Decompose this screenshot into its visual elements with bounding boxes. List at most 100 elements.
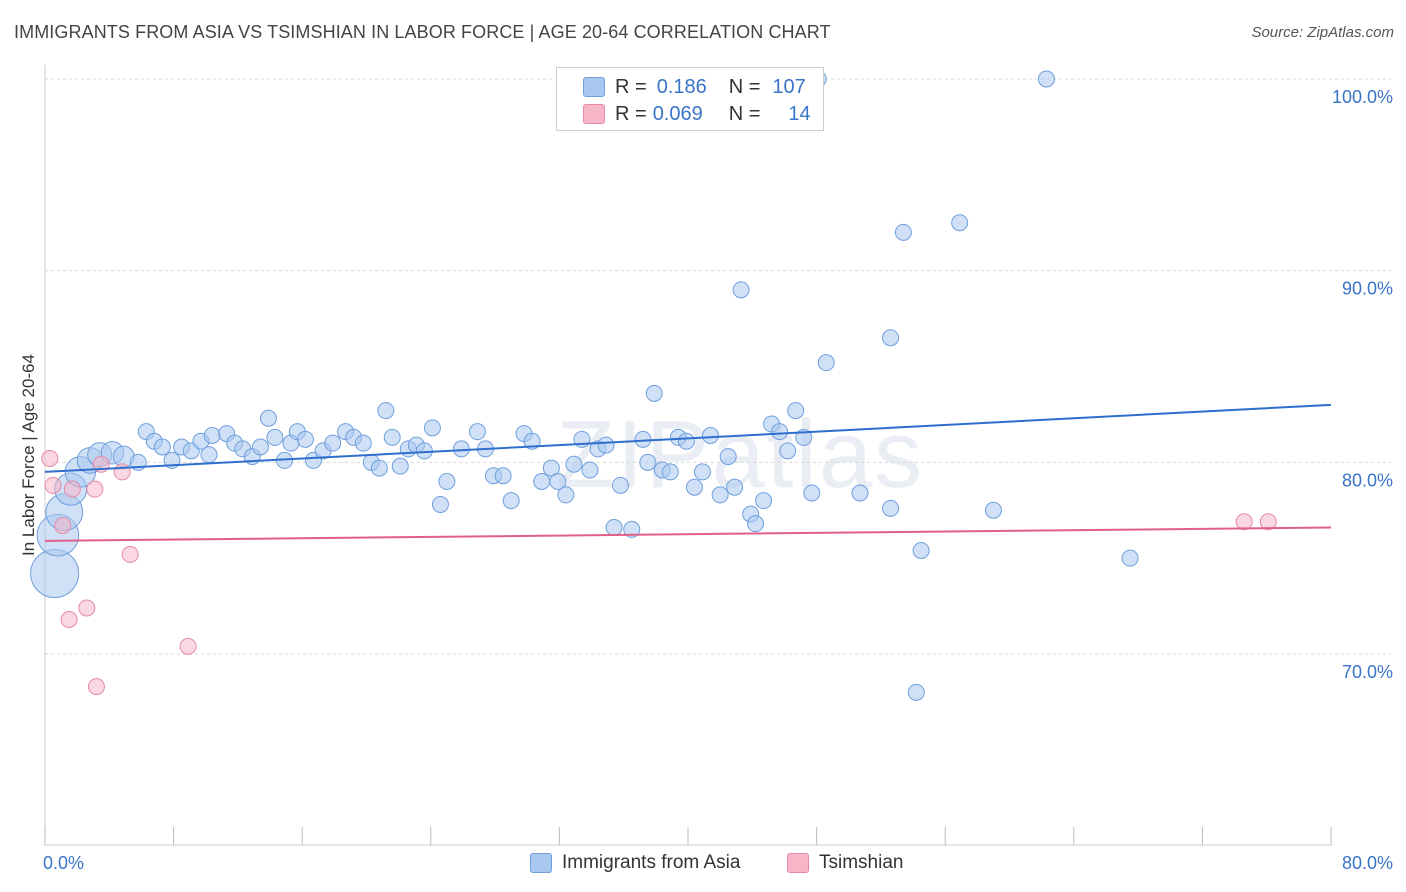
point-asia (912, 542, 930, 559)
point-asia (787, 402, 805, 420)
point-tsimshian (113, 463, 131, 481)
point-tsimshian (86, 480, 104, 498)
legend: R = 0.186 N = 107 R = 0.069 N = 14 (556, 67, 824, 131)
point-asia (200, 446, 218, 464)
point-asia (685, 478, 703, 496)
point-asia (370, 459, 388, 477)
point-asia (266, 428, 284, 446)
y-tick-label: 100.0% (1332, 87, 1393, 107)
point-asia (354, 434, 372, 452)
trend-line-tsimshian (44, 526, 1332, 542)
point-asia (549, 473, 567, 490)
legend-swatch-asia (583, 77, 605, 97)
point-asia (661, 463, 679, 481)
x-tick-label: 80.0% (1342, 853, 1393, 873)
point-asia (639, 453, 657, 471)
bottom-legend-asia: Immigrants from Asia (530, 852, 740, 874)
point-asia (203, 427, 221, 444)
point-asia (755, 492, 773, 510)
y-tick-label: 90.0% (1342, 279, 1393, 299)
point-asia (711, 486, 729, 504)
point-tsimshian (41, 450, 59, 467)
bottom-legend-swatch-asia (530, 853, 552, 873)
point-asia (747, 515, 765, 533)
legend-n-label: N = (728, 75, 761, 98)
point-asia (533, 473, 551, 490)
point-tsimshian (63, 480, 81, 498)
x-tick-label: 0.0% (43, 853, 84, 873)
bottom-legend-label-asia: Immigrants from Asia (562, 852, 741, 873)
legend-row-tsimshian: R = 0.069 N = 14 (583, 101, 811, 127)
y-axis-label: In Labor Force | Age 20-64 (19, 354, 38, 556)
point-asia (581, 461, 599, 479)
point-asia (882, 499, 900, 517)
point-asia (623, 520, 641, 538)
point-asia (771, 423, 789, 441)
point-asia (468, 423, 486, 441)
point-asia (1121, 549, 1139, 567)
point-asia (251, 438, 269, 456)
bottom-legend: Immigrants from Asia Tsimshian (0, 850, 1406, 878)
point-tsimshian (1235, 513, 1253, 531)
point-tsimshian (78, 599, 96, 617)
point-asia (851, 484, 869, 502)
legend-n-value: 14 (788, 102, 811, 125)
point-asia (803, 484, 821, 502)
bottom-legend-label-tsimshian: Tsimshian (819, 852, 904, 873)
point-asia (645, 384, 663, 402)
y-tick-label: 80.0% (1342, 470, 1393, 490)
point-asia (259, 409, 277, 427)
point-tsimshian (87, 678, 105, 696)
point-asia (565, 455, 583, 473)
watermark-zip: ZIP (556, 401, 712, 508)
point-tsimshian (179, 637, 197, 655)
point-asia (951, 214, 969, 232)
point-asia (30, 549, 80, 598)
point-tsimshian (54, 517, 72, 535)
trend-line-asia (44, 403, 1332, 473)
point-asia (605, 519, 623, 536)
point-asia (732, 281, 750, 299)
point-asia (431, 496, 449, 513)
legend-row-asia: R = 0.186 N = 107 (583, 74, 806, 100)
point-asia (693, 463, 711, 481)
point-asia (611, 476, 629, 494)
y-tick-label: 70.0% (1342, 662, 1393, 682)
legend-r-value: 0.069 (652, 102, 703, 125)
point-asia (882, 329, 900, 347)
point-asia (779, 442, 797, 460)
point-tsimshian (60, 611, 78, 628)
point-asia (324, 434, 342, 452)
point-asia (984, 501, 1002, 519)
point-asia (817, 354, 835, 372)
point-asia (894, 223, 912, 241)
point-asia (597, 436, 615, 454)
point-asia (634, 430, 652, 448)
point-asia (719, 448, 737, 466)
point-asia (377, 402, 395, 420)
point-tsimshian (121, 545, 139, 563)
point-asia (423, 419, 441, 437)
bottom-legend-swatch-tsimshian (787, 853, 809, 873)
legend-r-value: 0.186 (656, 75, 707, 98)
point-asia (1037, 70, 1055, 88)
point-asia (502, 492, 520, 510)
point-asia (702, 427, 720, 444)
point-asia (383, 428, 401, 446)
source-credit: Source: ZipAtlas.com (1251, 24, 1394, 41)
point-asia (907, 683, 925, 701)
point-asia (726, 478, 744, 496)
point-asia (523, 432, 541, 450)
point-tsimshian (44, 476, 62, 494)
point-asia (391, 457, 409, 475)
chart-title: IMMIGRANTS FROM ASIA VS TSIMSHIAN IN LAB… (14, 22, 831, 42)
point-asia (415, 442, 433, 460)
point-tsimshian (1259, 513, 1277, 531)
legend-r-label: R = (615, 102, 647, 125)
bottom-legend-tsimshian: Tsimshian (787, 852, 903, 874)
point-asia (153, 438, 171, 456)
point-asia (557, 486, 575, 504)
legend-r-label: R = (615, 75, 647, 98)
point-asia (438, 473, 456, 490)
